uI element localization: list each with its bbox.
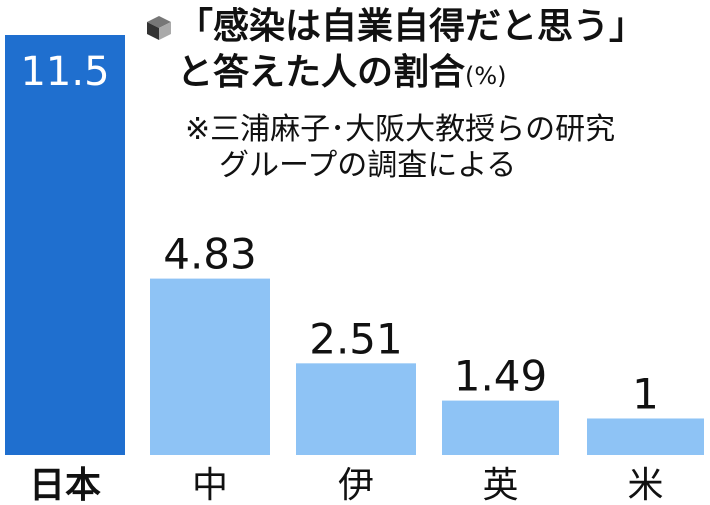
chart-title-line2: と答えた人の割合(%) bbox=[145, 50, 705, 99]
chart-title-block: 「感染は自業自得だと思う」 と答えた人の割合(%) bbox=[145, 4, 705, 99]
value-label-2: 4.83 bbox=[163, 230, 257, 279]
category-label-1: 日本 bbox=[29, 465, 101, 505]
source-note-line-1: ※三浦麻子･大阪大教授らの研究 bbox=[185, 112, 616, 147]
category-label-2: 中 bbox=[192, 465, 228, 505]
bar-3 bbox=[296, 363, 416, 455]
category-label-4: 英 bbox=[482, 465, 518, 505]
source-note-line-2: グループの調査による bbox=[219, 148, 517, 183]
value-label-1: 11.5 bbox=[20, 49, 109, 95]
chart-title: 「感染は自業自得だと思う」 bbox=[177, 6, 646, 47]
cube-icon bbox=[147, 16, 171, 40]
value-label-3: 2.51 bbox=[309, 314, 403, 363]
bar-1 bbox=[5, 35, 125, 455]
bar-5 bbox=[587, 418, 704, 455]
bar-2 bbox=[150, 278, 270, 455]
chart-title-continued: と答えた人の割合 bbox=[177, 52, 466, 93]
value-label-4: 1.49 bbox=[454, 352, 548, 401]
bar-4 bbox=[442, 400, 559, 455]
chart-unit: (%) bbox=[465, 62, 507, 90]
category-label-3: 伊 bbox=[338, 465, 374, 505]
category-label-5: 米 bbox=[627, 465, 663, 505]
source-note: ※三浦麻子･大阪大教授らの研究 グループの調査による bbox=[185, 112, 705, 184]
value-label-5: 1 bbox=[632, 369, 659, 418]
